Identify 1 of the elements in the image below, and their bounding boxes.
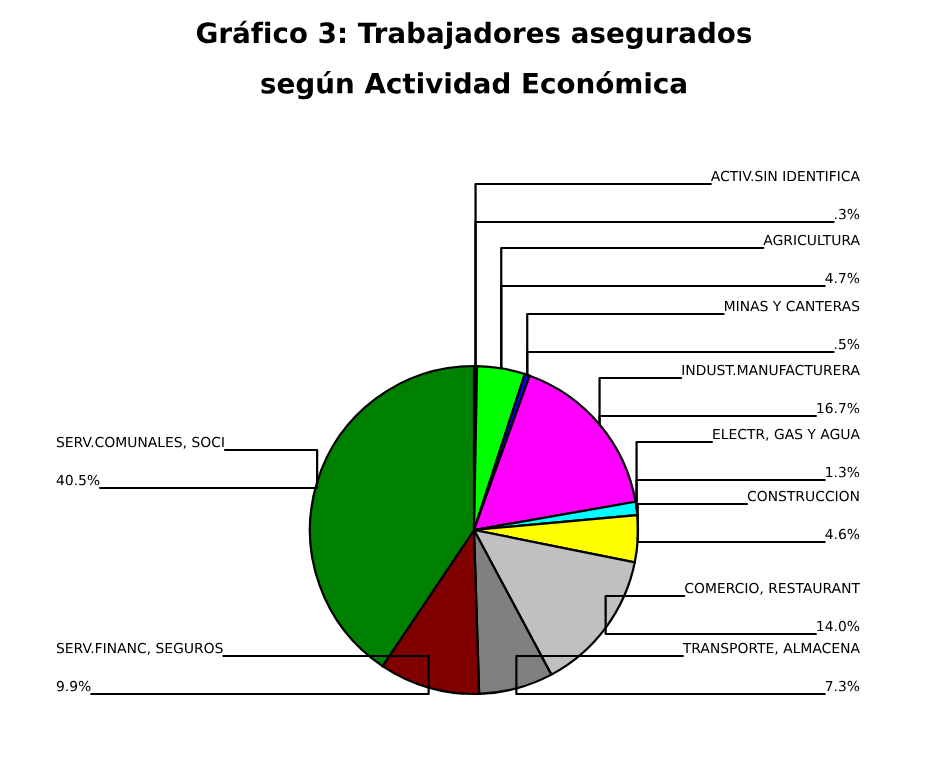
- chart-title: Gráfico 3: Trabajadores asegurados según Actividad Económica: [196, 20, 752, 100]
